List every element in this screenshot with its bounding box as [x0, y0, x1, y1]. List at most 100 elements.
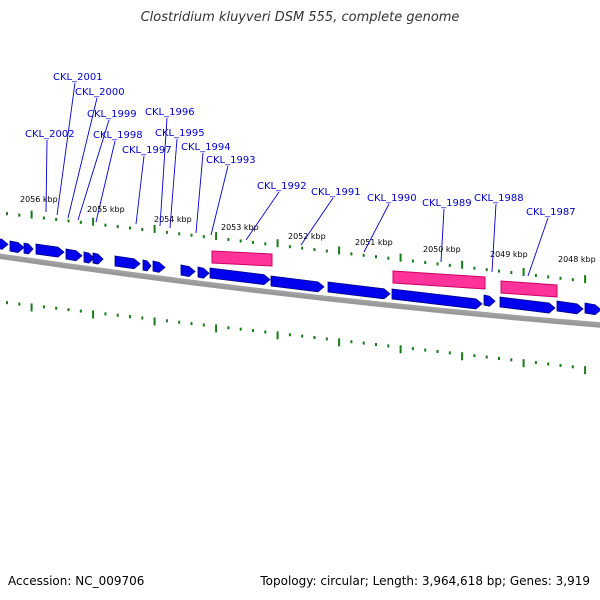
highlighted-gene [392, 270, 486, 290]
tick-mark [362, 253, 365, 257]
highlighted-genes [211, 250, 558, 298]
tick-mark [547, 362, 550, 366]
tick-mark [67, 219, 70, 223]
tick-mark [178, 232, 181, 236]
label-leader [245, 191, 280, 241]
tick-mark [6, 301, 8, 305]
gene-label: CKL_1988 [474, 193, 524, 204]
highlighted-gene [500, 280, 558, 298]
gene-arrow [142, 259, 152, 272]
gene-label: CKL_1997 [122, 145, 172, 156]
kbp-label: 2049 kbp [490, 250, 528, 259]
tick-mark [79, 309, 82, 313]
tick-mark [473, 266, 476, 270]
tick-mark [153, 317, 156, 326]
outer-tick-track [6, 210, 587, 284]
tick-mark [534, 273, 537, 277]
gene-label: CKL_2002 [25, 129, 75, 140]
tick-mark [448, 263, 451, 267]
tick-mark [301, 334, 304, 338]
tick-mark [276, 239, 279, 248]
tick-mark [215, 324, 218, 333]
gene-label: CKL_2000 [75, 87, 125, 98]
tick-mark [485, 268, 488, 272]
tick-mark [387, 344, 390, 348]
tick-mark [42, 216, 45, 220]
gene-labels: CKL_2002 CKL_2001 CKL_2000 CKL_1999 CKL_1998… [25, 72, 576, 218]
gene-arrow [483, 294, 496, 307]
tick-mark [436, 262, 439, 266]
tick-mark [571, 278, 574, 282]
tick-mark [104, 223, 107, 227]
gene-label: CKL_1999 [87, 109, 137, 120]
label-leader [195, 152, 204, 234]
kbp-label: 2055 kbp [87, 205, 125, 214]
tick-mark [510, 358, 513, 362]
gene-arrow [152, 260, 166, 273]
gene-arrow [23, 242, 34, 255]
tick-mark [129, 315, 131, 319]
tick-mark [424, 348, 427, 352]
label-leader [67, 97, 98, 219]
tick-mark [141, 227, 144, 231]
label-leader [210, 165, 229, 236]
tick-mark [129, 226, 131, 230]
tick-mark [498, 269, 500, 273]
tick-mark [18, 213, 21, 217]
gene-arrow [0, 238, 9, 250]
tick-mark [215, 232, 218, 241]
tick-mark [30, 303, 33, 312]
tick-mark [202, 323, 205, 327]
tick-mark [571, 365, 574, 369]
tick-mark [239, 327, 242, 331]
tick-mark [325, 249, 328, 253]
tick-mark [559, 276, 562, 280]
gene-label: CKL_1991 [311, 187, 361, 198]
tick-mark [6, 212, 8, 216]
label-leader [56, 82, 76, 216]
accession-label: Accession: NC_009706 [8, 574, 145, 588]
gene-label: CKL_1993 [206, 155, 256, 166]
gene-arrows [0, 238, 600, 316]
gene-label: CKL_1994 [181, 142, 231, 153]
tick-mark [498, 356, 500, 360]
gene-arrow [270, 275, 325, 293]
label-leader [300, 197, 334, 246]
tick-mark [276, 331, 279, 340]
tick-mark [264, 330, 267, 334]
label-leader-lines [45, 82, 549, 277]
tick-mark [522, 359, 525, 368]
gene-arrow [83, 251, 95, 264]
tick-mark [338, 338, 341, 347]
tick-mark [411, 347, 414, 351]
tick-mark [534, 361, 537, 365]
tick-mark [153, 224, 156, 233]
kbp-label: 2053 kbp [221, 223, 259, 232]
tick-mark [461, 352, 464, 361]
tick-mark [141, 316, 144, 320]
tick-mark [288, 245, 291, 249]
genome-backbone-shadow [0, 253, 600, 327]
gene-arrow [35, 243, 65, 258]
tick-mark [461, 260, 464, 269]
tick-mark [252, 240, 254, 244]
tick-mark [584, 366, 587, 375]
tick-mark [18, 302, 21, 306]
tick-mark [411, 259, 414, 263]
kbp-label: 2048 kbp [558, 255, 596, 264]
kbp-label: 2051 kbp [355, 238, 393, 247]
tick-mark [55, 306, 58, 310]
tick-mark [227, 238, 230, 242]
gene-arrow [499, 296, 556, 314]
tick-mark [485, 355, 488, 359]
tick-mark [239, 239, 242, 243]
tick-mark [522, 267, 525, 276]
tick-mark [375, 255, 377, 259]
kbp-label: 2056 kbp [20, 195, 58, 204]
gene-arrow [92, 252, 104, 265]
topology-label: Topology: circular; Length: 3,964,618 bp… [260, 574, 590, 588]
gene-arrow [65, 248, 83, 262]
gene-label: CKL_1990 [367, 193, 417, 204]
label-leader [491, 203, 497, 273]
